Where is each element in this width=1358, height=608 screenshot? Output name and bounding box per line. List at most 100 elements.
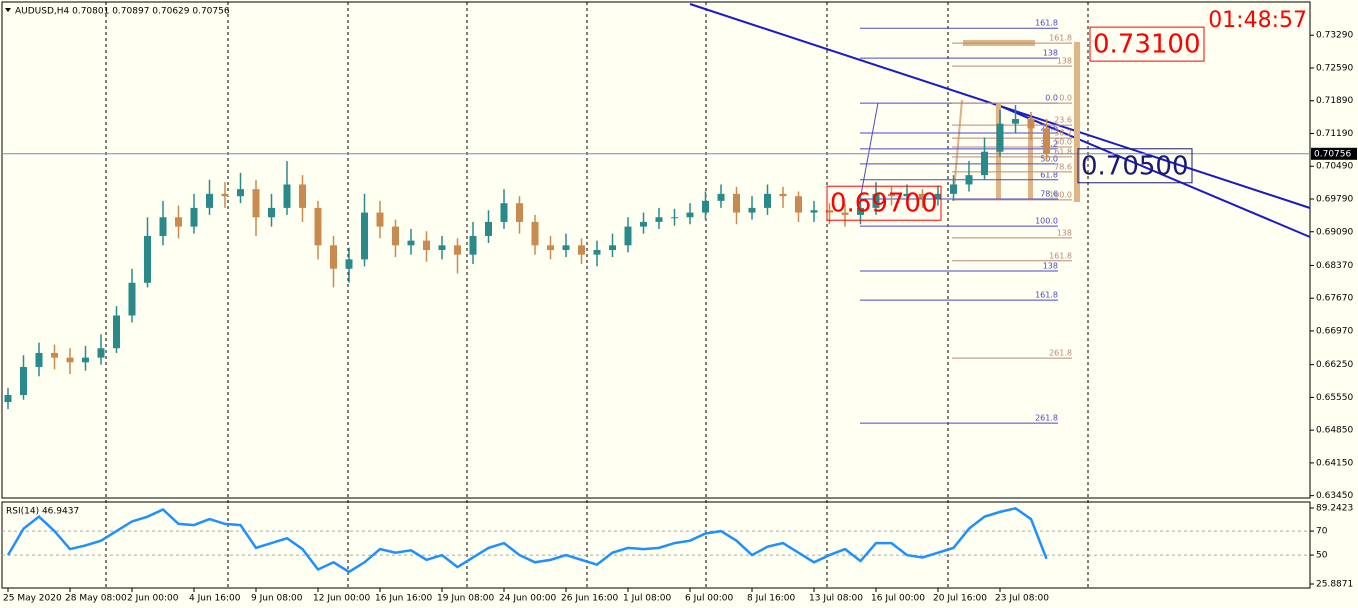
candle-body [1027,118,1035,129]
candle-body [810,210,818,213]
candle-body [593,250,601,255]
candle-body [996,123,1004,152]
candle-body [4,395,12,403]
candle-body [330,245,337,269]
y-tick-label: 0.72590 [1316,63,1353,73]
candle-body [206,193,213,208]
y-tick-label: 0.70490 [1316,162,1353,172]
fib-label: 100.0 [1049,190,1072,199]
x-tick-label: 25 May 2020 [3,594,62,604]
candle-body [314,207,322,246]
fib-label: 38.2 [1054,129,1072,138]
candle-body [764,193,771,208]
x-tick-label: 23 Jul 08:00 [995,594,1049,604]
y-tick-label: 0.67670 [1316,294,1353,304]
fib-label: 23.6 [1040,124,1058,133]
price-label: 0.69700 [830,189,938,219]
x-tick-label: 16 Jun 16:00 [375,594,432,604]
x-tick-label: 8 Jul 16:00 [747,594,796,604]
target-bar [1028,118,1033,200]
candle-body [20,366,27,396]
y-tick-label: 0.66970 [1316,326,1353,336]
x-tick-label: 9 Jun 08:00 [251,594,303,604]
x-tick-label: 6 Jul 00:00 [685,594,734,604]
candle-body [221,193,229,197]
y-tick-label: 0.73290 [1316,31,1353,41]
y-tick-label: 0.71190 [1316,129,1353,139]
candle-body [516,203,523,222]
rsi-line [6,506,1048,574]
fib-label: 78.6 [1040,189,1058,198]
candle-body [392,226,399,246]
candle-body [35,352,43,367]
price-panel [1,1,1311,499]
candle-body [624,226,632,246]
x-tick-label: 19 Jun 08:00 [437,594,494,604]
fib-anchor [859,102,879,201]
rsi-tick-label: 89.2423 [1316,504,1353,514]
y-tick-label: 0.66250 [1316,360,1353,370]
x-tick-label: 2 Jun 00:00 [127,594,179,604]
fib-label: 138 [1057,57,1072,66]
x-tick-label: 26 Jun 16:00 [561,594,618,604]
target-bar [996,104,1001,200]
candle-body [795,196,802,213]
fib-label: 161.8 [1049,251,1072,260]
candle-body [128,282,136,316]
candle-body [748,207,756,213]
candle-body [407,240,415,246]
candle-body [175,217,182,227]
fib-label: 61.8 [1040,170,1058,179]
fib-label: 50.0 [1054,138,1072,147]
candle-body [779,193,787,197]
x-tick-label: 24 Jun 00:00 [499,594,556,604]
candle-body [1043,128,1050,154]
y-tick-label: 0.71890 [1316,96,1353,106]
candle-body [1012,118,1019,124]
x-tick-label: 1 Jul 08:00 [623,594,672,604]
candle-body [919,193,926,199]
period-separators [105,2,1089,588]
x-tick-label: 12 Jun 00:00 [313,594,370,604]
price-label-box [826,185,942,221]
candle-body [733,193,740,213]
fib-label: 78.6 [1054,162,1072,171]
y-tick-label: 0.69790 [1316,194,1353,204]
candle-body [159,217,167,236]
fib-label: 161.8 [1049,34,1072,43]
candle-body [113,315,120,349]
fib-label: 161.8 [1035,291,1058,300]
candle-body [500,203,508,222]
target-bar [1074,42,1080,202]
candle-body [578,245,585,255]
candle-body [857,207,864,215]
rsi-tick-label: 50 [1316,551,1328,561]
y-tick-label: 0.65550 [1316,393,1353,403]
fib-label: 261.8 [1049,349,1072,358]
rsi-tick-label: 70 [1316,527,1328,537]
candle-body [376,212,384,227]
candle-body [190,207,198,227]
fib-label: 50.0 [1040,154,1058,163]
candle-body [934,193,942,199]
candle-body [531,221,539,246]
y-tick-label: 0.63450 [1316,491,1353,501]
fib-label: 138 [1057,228,1072,237]
chart-title: AUDUSD,H4 0.70801 0.70897 0.70629 0.7075… [15,7,230,17]
candle-body [981,151,988,176]
candle-body [454,245,461,255]
price-label-box [1089,26,1205,62]
candle-body [283,184,291,208]
candle-body [299,184,306,208]
fib-label: 261.8 [1035,414,1058,423]
candle-body [903,193,911,197]
trendline [999,105,1311,238]
x-tick-label: 4 Jun 16:00 [189,594,241,604]
candle-body [268,207,275,218]
candle-body [361,212,368,260]
candle-body [950,184,957,194]
candle-body [671,217,678,219]
fib-label: 23.6 [1054,116,1072,125]
